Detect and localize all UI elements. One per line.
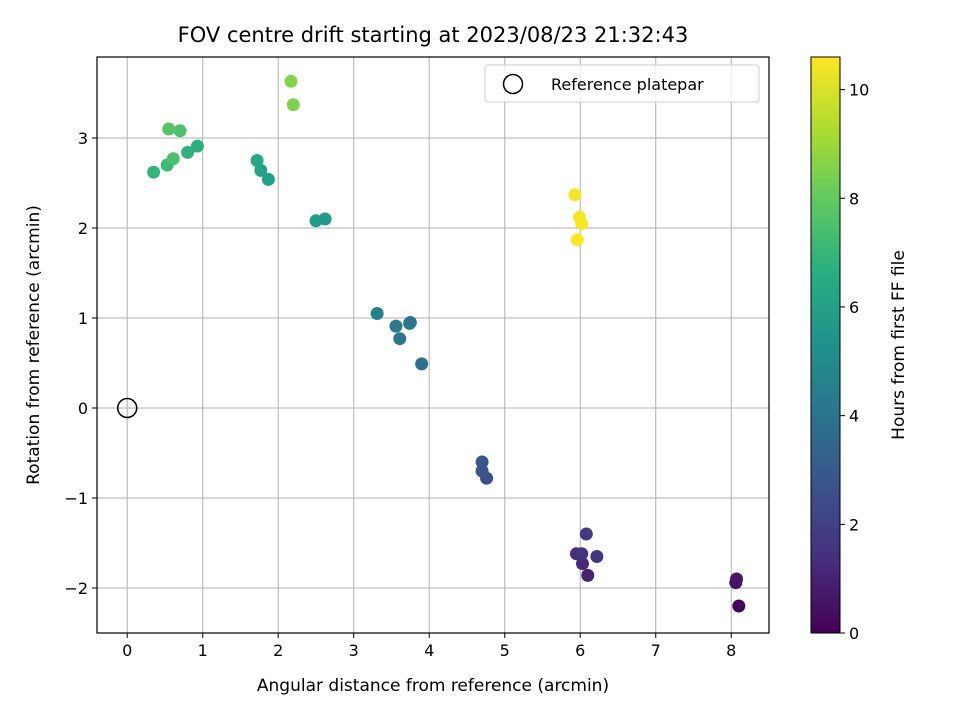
- data-point: [581, 568, 595, 582]
- plot-frame: [96, 56, 770, 634]
- data-point: [254, 163, 268, 177]
- y-tick-label: 0: [78, 399, 88, 418]
- data-point: [475, 464, 489, 478]
- x-axis-label: Angular distance from reference (arcmin): [257, 676, 609, 696]
- y-tick-label: 2: [78, 219, 88, 238]
- y-tick-label: −2: [64, 579, 88, 598]
- y-tick-label: 3: [78, 129, 88, 148]
- data-point: [166, 152, 180, 166]
- data-point: [190, 139, 204, 153]
- data-point: [732, 599, 746, 613]
- legend-box: [484, 64, 760, 103]
- data-point: [309, 214, 323, 228]
- x-tick-label: 3: [349, 641, 359, 660]
- colorbar-gradient: [811, 57, 840, 633]
- data-point: [568, 188, 582, 202]
- data-point: [576, 557, 590, 571]
- data-point: [403, 316, 417, 330]
- data-point: [730, 572, 744, 586]
- x-tick-label: 6: [575, 641, 585, 660]
- data-point: [590, 550, 604, 563]
- x-tick-label: 8: [726, 641, 736, 660]
- colorbar: 0 2 4 6 8 10 Hours from first FF file: [810, 56, 909, 643]
- colorbar-frame: [810, 56, 841, 634]
- x-tick-label: 1: [198, 641, 208, 660]
- colorbar-tick-label: 6: [849, 298, 859, 317]
- grid-lines: [97, 57, 769, 633]
- data-point: [181, 145, 195, 159]
- x-tick-label: 4: [424, 641, 434, 660]
- colorbar-label: Hours from first FF file: [889, 250, 909, 440]
- data-point: [261, 172, 275, 186]
- colorbar-ticks: 0 2 4 6 8 10: [840, 81, 869, 643]
- data-point: [575, 547, 589, 561]
- x-axis-ticks: 0 1 2 3 4 5 6 7 8: [122, 633, 736, 660]
- colorbar-tick-label: 0: [849, 624, 859, 643]
- legend-entry-reference: Reference platepar: [551, 75, 704, 94]
- colorbar-tick-label: 4: [849, 407, 859, 426]
- legend: Reference platepar: [484, 64, 760, 103]
- chart-title: FOV centre drift starting at 2023/08/23 …: [178, 23, 689, 47]
- data-point: [284, 74, 298, 88]
- data-point: [370, 307, 384, 320]
- data-point: [250, 154, 264, 167]
- x-tick-label: 2: [273, 641, 283, 660]
- data-point: [286, 98, 300, 112]
- y-axis-ticks: −2 −1 0 1 2 3: [64, 129, 97, 598]
- data-point: [389, 319, 403, 333]
- data-point: [162, 122, 176, 136]
- y-axis-label: Rotation from reference (arcmin): [24, 205, 44, 485]
- x-tick-label: 7: [651, 641, 661, 660]
- data-point: [570, 233, 584, 247]
- data-point: [173, 124, 187, 138]
- data-points: [147, 74, 746, 613]
- colorbar-tick-label: 8: [849, 189, 859, 208]
- data-point: [572, 210, 586, 224]
- colorbar-tick-label: 2: [849, 515, 859, 534]
- colorbar-tick-label: 10: [849, 81, 869, 100]
- y-tick-label: −1: [64, 489, 88, 508]
- legend-reference-marker: [502, 73, 524, 95]
- data-point: [393, 332, 407, 346]
- reference-point-marker: [116, 397, 138, 419]
- x-tick-label: 0: [122, 641, 132, 660]
- data-point: [475, 455, 489, 469]
- x-tick-label: 5: [500, 641, 510, 660]
- y-tick-label: 1: [78, 309, 88, 328]
- data-point: [147, 165, 161, 179]
- data-point: [415, 357, 429, 371]
- data-point: [579, 527, 593, 541]
